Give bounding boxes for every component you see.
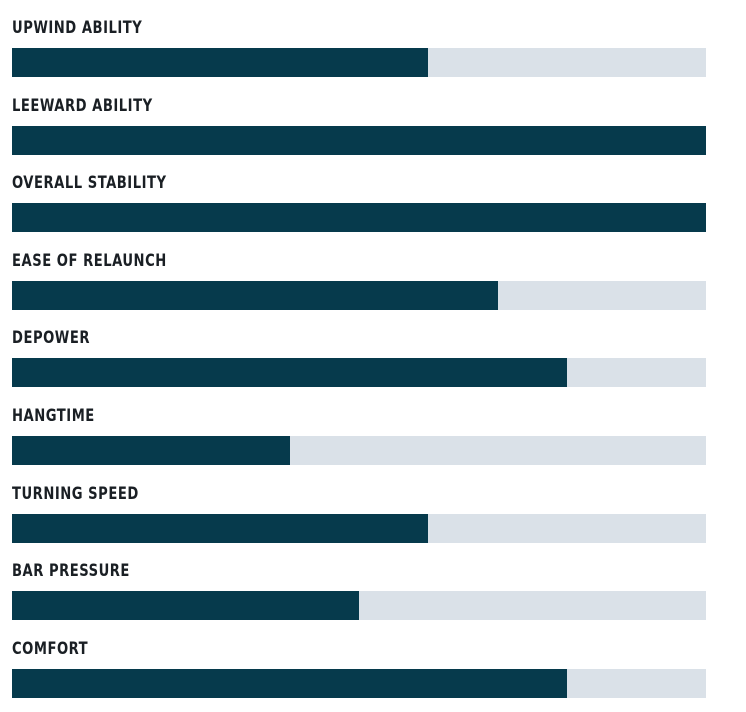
metric-row: OVERALL STABILITY [12, 155, 706, 233]
bar-track [12, 280, 706, 310]
bar-fill [12, 48, 428, 77]
bar-fill [12, 513, 428, 543]
metric-row: EASE OF RELAUNCH [12, 233, 706, 311]
metric-row: HANGTIME [12, 388, 706, 466]
bar-track [12, 48, 706, 77]
metric-row: UPWIND ABILITY [12, 0, 706, 78]
metric-label: COMFORT [12, 638, 89, 659]
bar-track [12, 203, 706, 233]
bar-track [12, 358, 706, 388]
bar-fill [12, 358, 567, 388]
metric-row: COMFORT [12, 621, 706, 699]
metric-label: UPWIND ABILITY [12, 18, 143, 38]
metric-row: DEPOWER [12, 310, 706, 388]
bar-fill [12, 203, 706, 233]
bar-fill [12, 668, 567, 698]
bar-fill [12, 436, 290, 465]
bar-track [12, 668, 706, 698]
metric-label: TURNING SPEED [12, 483, 139, 504]
metric-label: LEEWARD ABILITY [12, 95, 153, 116]
metric-row: LEEWARD ABILITY [12, 78, 706, 156]
metric-label: DEPOWER [12, 328, 90, 349]
bar-track [12, 125, 706, 155]
bar-fill [12, 125, 706, 155]
bar-fill [12, 591, 359, 621]
metric-label: HANGTIME [12, 406, 95, 426]
metric-label: OVERALL STABILITY [12, 173, 167, 194]
bar-track [12, 436, 706, 465]
bar-track [12, 591, 706, 621]
metric-label: BAR PRESSURE [12, 561, 130, 582]
metric-row: BAR PRESSURE [12, 543, 706, 621]
bar-fill [12, 280, 498, 310]
bar-track [12, 513, 706, 543]
metric-label: EASE OF RELAUNCH [12, 250, 167, 271]
metric-row: TURNING SPEED [12, 466, 706, 544]
